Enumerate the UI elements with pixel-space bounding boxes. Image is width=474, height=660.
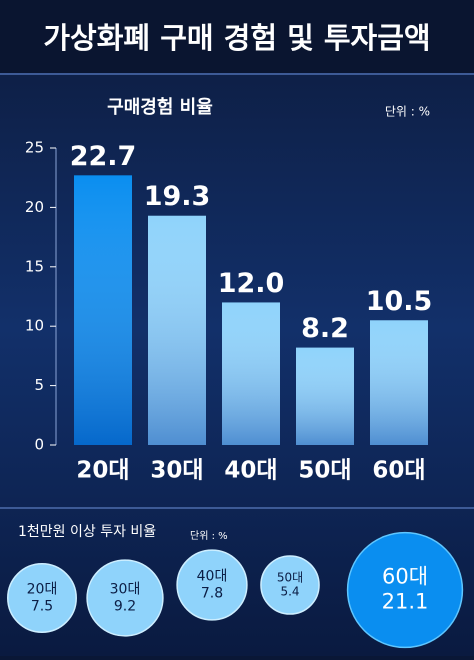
bubble-category: 50대 xyxy=(277,570,303,584)
bar-shade xyxy=(370,320,428,445)
bubble-category: 60대 xyxy=(382,564,428,588)
bubble-category: 30대 xyxy=(110,582,141,598)
chart-title: 구매경험 비율 xyxy=(107,96,213,118)
bubble-category: 20대 xyxy=(27,582,58,598)
value-label: 8.2 xyxy=(301,313,349,344)
bubble xyxy=(86,559,164,637)
y-tick-label: 20 xyxy=(25,198,44,216)
bubble-value: 9.2 xyxy=(114,598,136,614)
bubble xyxy=(260,555,320,615)
bubble xyxy=(176,549,248,621)
bar-shade xyxy=(148,215,206,445)
bubble xyxy=(7,563,77,633)
page-title: 가상화폐 구매 경험 및 투자금액 xyxy=(43,21,430,55)
y-tick-label: 5 xyxy=(34,376,44,394)
unit-label: 단위 : % xyxy=(385,105,430,119)
y-tick-label: 0 xyxy=(34,436,44,454)
unit-label: 단위 : % xyxy=(190,529,228,542)
x-tick-label: 20대 xyxy=(76,458,129,484)
bubble-category: 40대 xyxy=(197,569,228,585)
bar-shade xyxy=(74,175,132,445)
chart-title: 1천만원 이상 투자 비율 xyxy=(18,524,156,540)
y-tick-label: 10 xyxy=(25,317,44,335)
bar-shade xyxy=(296,347,354,445)
value-label: 12.0 xyxy=(218,268,285,299)
x-tick-label: 50대 xyxy=(298,458,351,484)
title-band xyxy=(0,0,474,74)
x-tick-label: 30대 xyxy=(150,458,203,484)
bubble-value: 7.5 xyxy=(31,598,53,614)
bar-shade xyxy=(222,302,280,445)
bubble xyxy=(346,531,464,649)
y-tick-label: 25 xyxy=(25,139,44,157)
value-label: 10.5 xyxy=(366,286,433,317)
value-label: 19.3 xyxy=(144,181,211,212)
bubble-value: 7.8 xyxy=(201,585,223,601)
value-label: 22.7 xyxy=(70,141,137,172)
bubble-value: 21.1 xyxy=(382,590,429,614)
x-tick-label: 40대 xyxy=(224,458,277,484)
y-tick-label: 15 xyxy=(25,257,44,275)
bubble-value: 5.4 xyxy=(280,585,299,599)
x-tick-label: 60대 xyxy=(372,458,425,484)
